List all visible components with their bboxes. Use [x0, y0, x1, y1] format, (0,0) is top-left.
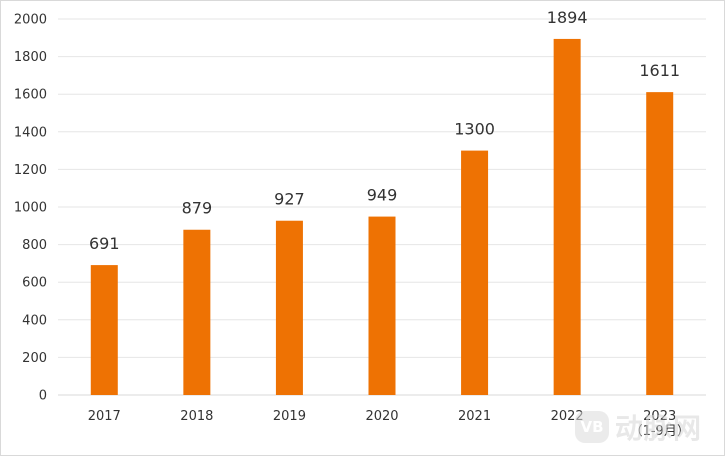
x-tick-label: 2019	[273, 409, 306, 424]
y-tick-label: 1600	[14, 88, 47, 103]
data-label: 1611	[639, 61, 680, 80]
bar	[553, 38, 581, 395]
y-tick-label: 400	[22, 313, 47, 328]
x-tick-label: 2020	[365, 409, 398, 424]
bar	[646, 92, 674, 395]
bar	[90, 265, 118, 395]
data-label: 927	[274, 190, 305, 209]
x-tick-label: 2018	[180, 409, 213, 424]
y-tick-label: 2000	[14, 13, 47, 28]
y-tick-label: 1000	[14, 201, 47, 216]
data-label: 691	[89, 234, 120, 253]
y-tick-label: 1800	[14, 50, 47, 65]
y-tick-label: 200	[22, 351, 47, 366]
x-tick-label: 2023 （1-9月）	[630, 409, 690, 439]
data-label: 1300	[454, 120, 495, 139]
y-tick-label: 1200	[14, 163, 47, 178]
x-tick-label: 2021	[458, 409, 491, 424]
bar	[461, 150, 489, 395]
x-tick-label: 2017	[88, 409, 121, 424]
y-tick-label: 0	[39, 389, 47, 404]
data-label: 1894	[547, 8, 588, 27]
bar	[368, 216, 396, 395]
y-tick-label: 800	[22, 238, 47, 253]
watermark-text: 动脉网	[615, 412, 703, 445]
y-tick-label: 1400	[14, 125, 47, 140]
data-label: 949	[367, 186, 398, 205]
watermark-logo-icon: VB	[575, 411, 609, 443]
bar	[183, 229, 211, 395]
y-tick-label: 600	[22, 276, 47, 291]
watermark: VB 动脉网	[575, 408, 702, 446]
data-label: 879	[182, 199, 213, 218]
bar	[275, 220, 303, 395]
